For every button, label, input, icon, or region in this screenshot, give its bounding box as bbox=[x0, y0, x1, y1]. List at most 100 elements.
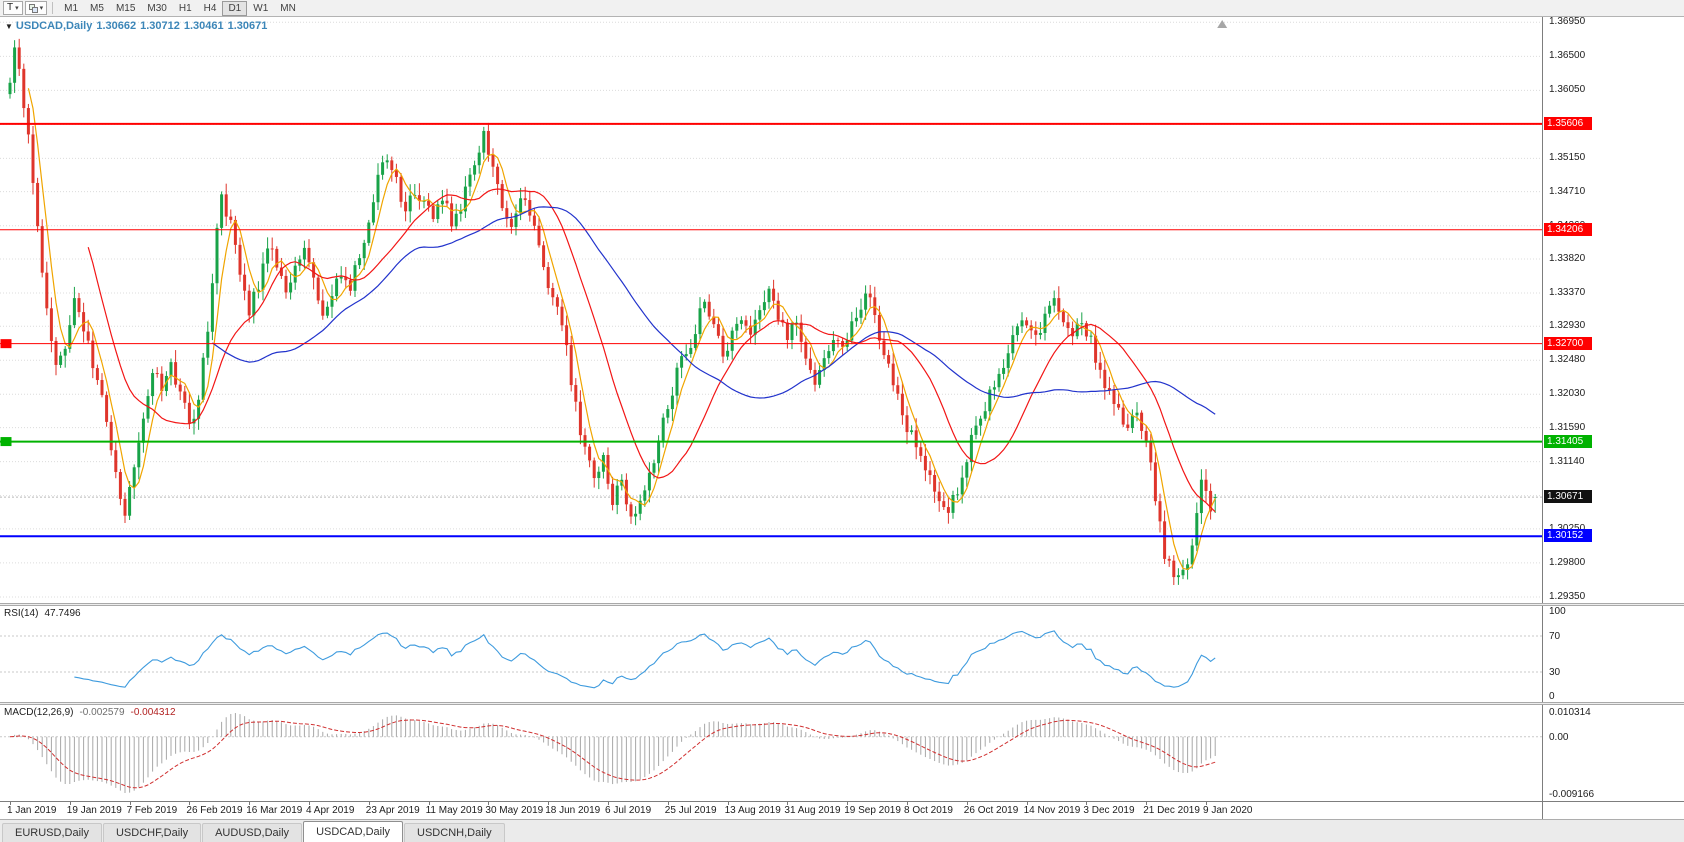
price-tick-label: 1.36050 bbox=[1549, 84, 1586, 96]
chart-shift-marker-icon[interactable] bbox=[1217, 20, 1228, 28]
date-label: 3 Dec 2019 bbox=[1083, 805, 1135, 816]
collapse-quotes-icon[interactable]: ▼ bbox=[5, 22, 13, 31]
ohlc-close: 1.30671 bbox=[227, 20, 268, 32]
date-label: 6 Jul 2019 bbox=[605, 805, 652, 816]
price-tick-label: 1.36500 bbox=[1549, 50, 1586, 62]
date-label: 21 Dec 2019 bbox=[1143, 805, 1200, 816]
ma-5-line bbox=[27, 88, 1216, 571]
date-tick bbox=[727, 802, 729, 805]
rsi-plot[interactable] bbox=[0, 606, 1542, 702]
ohlc-low: 1.30461 bbox=[183, 20, 224, 32]
price-tick-label: 1.35150 bbox=[1549, 152, 1586, 164]
price-axis[interactable]: 1.369501.365001.360501.356001.351501.347… bbox=[1542, 17, 1684, 603]
date-tick bbox=[1206, 802, 1207, 805]
timeframe-button-h4[interactable]: H4 bbox=[198, 1, 223, 16]
ma-45-line bbox=[212, 206, 1216, 415]
date-tick bbox=[966, 802, 968, 805]
date-label: 9 Jan 2020 bbox=[1203, 805, 1253, 816]
date-label: 26 Feb 2019 bbox=[186, 805, 243, 816]
t-tool-label: T bbox=[7, 2, 14, 13]
price-line-tag: 1.32700 bbox=[1544, 336, 1592, 350]
chart-tab-eurusd[interactable]: EURUSD,Daily bbox=[2, 823, 102, 842]
date-tick bbox=[847, 802, 849, 805]
price-line-left-tag bbox=[0, 339, 12, 349]
price-tick-label: 1.31140 bbox=[1549, 455, 1585, 467]
chart-tab-audusd[interactable]: AUDUSD,Daily bbox=[202, 823, 303, 842]
macd-max-label: 0.010314 bbox=[1549, 707, 1591, 718]
date-label: 7 Feb 2019 bbox=[126, 805, 178, 816]
macd-plot[interactable] bbox=[0, 705, 1542, 801]
date-label: 30 May 2019 bbox=[485, 805, 544, 816]
price-tick-label: 1.33820 bbox=[1549, 252, 1586, 264]
price-tick-label: 1.34710 bbox=[1549, 185, 1586, 197]
main-price-plot[interactable] bbox=[0, 17, 1542, 603]
rsi-label: RSI(14) 47.7496 bbox=[4, 608, 81, 619]
timeframe-button-m15[interactable]: M15 bbox=[110, 1, 141, 16]
date-label: 19 Sep 2019 bbox=[844, 805, 901, 816]
macd-histogram bbox=[14, 713, 1216, 793]
date-tick bbox=[1086, 802, 1088, 805]
pane-splitter[interactable] bbox=[0, 702, 1684, 705]
date-tick bbox=[189, 802, 191, 805]
pane-splitter[interactable] bbox=[0, 603, 1684, 606]
date-label: 26 Oct 2019 bbox=[963, 805, 1019, 816]
current-price-tag: 1.30671 bbox=[1544, 490, 1592, 504]
date-tick bbox=[488, 802, 490, 805]
date-tick bbox=[787, 802, 789, 805]
caret-down-icon: ▾ bbox=[39, 4, 44, 12]
main-chart-pane: 1.369501.365001.360501.356001.351501.347… bbox=[0, 17, 1684, 603]
timeframe-button-mn[interactable]: MN bbox=[274, 1, 302, 16]
price-tick-label: 1.29350 bbox=[1549, 590, 1586, 602]
candles-layer bbox=[8, 38, 1217, 585]
symbol-ohlc-line: ▼ USDCAD,Daily 1.30662 1.30712 1.30461 1.3067… bbox=[5, 20, 271, 32]
date-label: 16 Mar 2019 bbox=[246, 805, 303, 816]
macd-min-label: -0.009166 bbox=[1549, 789, 1595, 800]
date-tick bbox=[428, 802, 430, 805]
timeframe-button-m5[interactable]: M5 bbox=[84, 1, 110, 16]
chart-tab-usdchf[interactable]: USDCHF,Daily bbox=[102, 823, 202, 842]
macd-signal-value: -0.004312 bbox=[130, 707, 176, 718]
price-line-left-tag bbox=[0, 437, 12, 447]
date-tick bbox=[249, 802, 251, 805]
chart-tab-usdcad[interactable]: USDCAD,Daily bbox=[303, 821, 404, 842]
timeframe-button-h1[interactable]: H1 bbox=[173, 1, 198, 16]
macd-signal-line bbox=[9, 719, 1216, 789]
price-tick-label: 1.29800 bbox=[1549, 556, 1586, 568]
macd-name: MACD(12,26,9) bbox=[4, 707, 74, 718]
ohlc-open: 1.30662 bbox=[96, 20, 137, 32]
timeframe-button-d1[interactable]: D1 bbox=[222, 0, 248, 16]
price-tick-label: 1.33370 bbox=[1549, 286, 1586, 298]
t-tool-button[interactable]: T ▾ bbox=[3, 1, 23, 15]
rsi-tick-label: 70 bbox=[1549, 631, 1561, 642]
date-tick bbox=[69, 802, 71, 805]
date-tick bbox=[129, 802, 131, 805]
rsi-tick-label: 100 bbox=[1549, 606, 1566, 617]
chart-tab-usdcnh[interactable]: USDCNH,Daily bbox=[404, 823, 505, 842]
timeframe-button-m1[interactable]: M1 bbox=[58, 1, 84, 16]
date-axis[interactable]: 1 Jan 2019 19 Jan 2019 7 Feb 2019 26 Feb 20… bbox=[0, 801, 1684, 819]
rsi-tick-label: 0 bbox=[1549, 691, 1555, 702]
layers-icon bbox=[28, 3, 38, 13]
price-tick-label: 1.30250 bbox=[1549, 523, 1585, 534]
price-line-tag: 1.31405 bbox=[1544, 434, 1592, 448]
macd-axis[interactable]: 0.010314 0.00 -0.009166 bbox=[1542, 705, 1684, 801]
macd-pane: 0.010314 0.00 -0.009166 MACD(12,26,9) -0.00… bbox=[0, 705, 1684, 801]
toolbar-separator bbox=[52, 2, 54, 14]
date-tick bbox=[1026, 802, 1028, 805]
timeframe-button-w1[interactable]: W1 bbox=[247, 1, 274, 16]
price-line-tag: 1.35606 bbox=[1544, 116, 1592, 130]
price-tick-label: 1.32030 bbox=[1549, 388, 1586, 400]
date-label: 8 Oct 2019 bbox=[904, 805, 953, 816]
toolbar: T ▾ ▾ M1 M5 M15 M30 H1 H4 D1 W1 MN bbox=[0, 0, 1684, 17]
rsi-line bbox=[74, 630, 1216, 689]
timeframe-buttons: M1 M5 M15 M30 H1 H4 D1 W1 MN bbox=[58, 0, 302, 16]
rsi-tick-label: 30 bbox=[1549, 667, 1561, 678]
timeframe-button-m30[interactable]: M30 bbox=[141, 1, 172, 16]
caret-down-icon: ▾ bbox=[15, 4, 19, 12]
chart-layout-button[interactable]: ▾ bbox=[24, 1, 48, 15]
date-label: 4 Apr 2019 bbox=[306, 805, 355, 816]
chart-tabs-bar: EURUSD,Daily USDCHF,Daily AUDUSD,Daily USDC… bbox=[0, 819, 1684, 842]
rsi-axis[interactable]: 100 70 30 0 bbox=[1542, 606, 1684, 702]
macd-label: MACD(12,26,9) -0.002579 -0.004312 bbox=[4, 707, 176, 718]
